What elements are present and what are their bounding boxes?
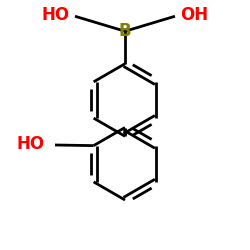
Text: OH: OH [180, 6, 208, 24]
Text: HO: HO [42, 6, 70, 24]
Text: B: B [119, 22, 131, 40]
Text: HO: HO [17, 135, 45, 153]
